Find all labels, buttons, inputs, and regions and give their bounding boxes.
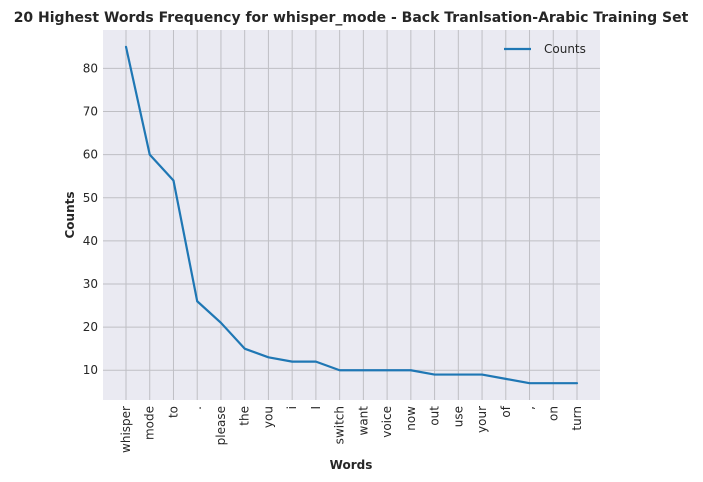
x-gridlines <box>125 30 578 400</box>
x-axis-label: Words <box>330 458 373 472</box>
x-tick-label: your <box>475 406 489 433</box>
x-tick-label: on <box>546 406 560 421</box>
y-tick-label: 60 <box>83 148 98 162</box>
x-tick-label: you <box>261 406 275 428</box>
chart-title: 20 Highest Words Frequency for whisper_m… <box>14 10 689 26</box>
x-tick-label: want <box>356 406 370 436</box>
legend-label: Counts <box>544 42 586 56</box>
x-tick-label: please <box>214 406 228 445</box>
y-axis-label: Counts <box>63 191 77 238</box>
x-tick-label: the <box>238 406 252 426</box>
plot-area <box>103 30 600 400</box>
series-layer <box>124 45 579 385</box>
x-tick-label: out <box>428 406 442 426</box>
y-tick-label: 30 <box>83 277 98 291</box>
x-tick-label: turn <box>570 406 584 431</box>
x-tick-label: voice <box>380 406 394 438</box>
x-tick-label: switch <box>333 406 347 444</box>
y-tick-label: 20 <box>83 320 98 334</box>
y-tick-labels: 10 20 30 40 50 60 70 80 <box>83 61 98 377</box>
y-tick-label: 50 <box>83 191 98 205</box>
x-tick-label: of <box>499 405 513 417</box>
y-tick-label: 80 <box>83 61 98 75</box>
legend: Counts <box>504 42 586 56</box>
series-line <box>124 45 579 385</box>
x-tick-label: I <box>309 406 323 410</box>
x-tick-label: whisper <box>119 406 133 453</box>
x-tick-label: to <box>166 406 180 418</box>
x-tick-label: i <box>285 406 299 409</box>
x-tick-label: mode <box>143 406 157 440</box>
x-tick-label: , <box>523 406 537 410</box>
x-tick-label: . <box>190 406 204 410</box>
x-tick-label: now <box>404 406 418 431</box>
y-tick-label: 10 <box>83 363 98 377</box>
y-tick-label: 40 <box>83 234 98 248</box>
y-tick-label: 70 <box>83 105 98 119</box>
x-tick-label: use <box>451 406 465 427</box>
